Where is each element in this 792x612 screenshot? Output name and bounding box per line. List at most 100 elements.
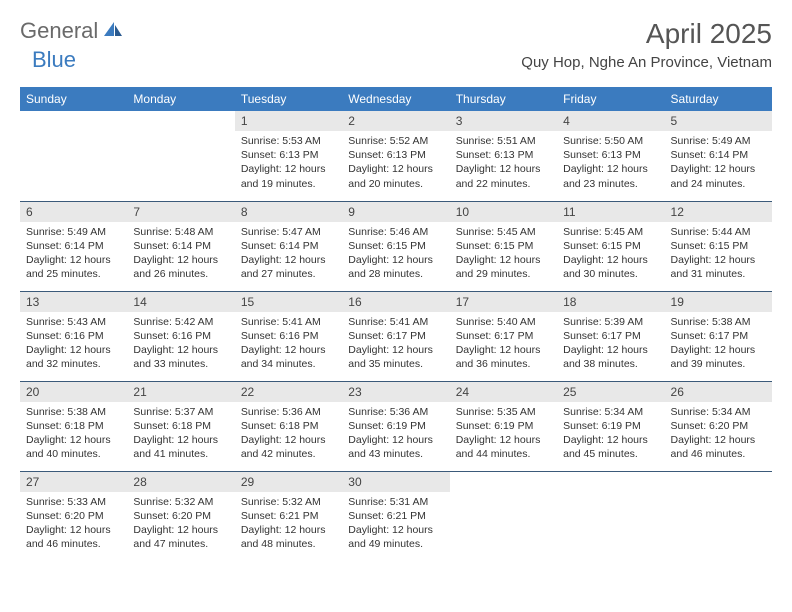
- daylight-text-1: Daylight: 12 hours: [348, 253, 443, 267]
- day-details: Sunrise: 5:34 AMSunset: 6:20 PMDaylight:…: [665, 402, 772, 468]
- daylight-text-1: Daylight: 12 hours: [671, 433, 766, 447]
- sunrise-text: Sunrise: 5:49 AM: [26, 225, 121, 239]
- sunset-text: Sunset: 6:15 PM: [456, 239, 551, 253]
- daylight-text-1: Daylight: 12 hours: [26, 253, 121, 267]
- day-details: Sunrise: 5:40 AMSunset: 6:17 PMDaylight:…: [450, 312, 557, 378]
- day-number: 19: [665, 292, 772, 312]
- daylight-text-1: Daylight: 12 hours: [563, 343, 658, 357]
- daylight-text-1: Daylight: 12 hours: [456, 162, 551, 176]
- sunrise-text: Sunrise: 5:33 AM: [26, 495, 121, 509]
- calendar-week-row: 27Sunrise: 5:33 AMSunset: 6:20 PMDayligh…: [20, 471, 772, 561]
- calendar-day-cell: 13Sunrise: 5:43 AMSunset: 6:16 PMDayligh…: [20, 291, 127, 381]
- calendar-day-cell: 4Sunrise: 5:50 AMSunset: 6:13 PMDaylight…: [557, 111, 664, 201]
- day-details: Sunrise: 5:52 AMSunset: 6:13 PMDaylight:…: [342, 131, 449, 197]
- logo: General: [20, 18, 126, 44]
- weekday-header: Saturday: [665, 87, 772, 111]
- day-details: Sunrise: 5:50 AMSunset: 6:13 PMDaylight:…: [557, 131, 664, 197]
- weekday-header: Sunday: [20, 87, 127, 111]
- day-details: Sunrise: 5:44 AMSunset: 6:15 PMDaylight:…: [665, 222, 772, 288]
- weekday-header: Friday: [557, 87, 664, 111]
- daylight-text-2: and 43 minutes.: [348, 447, 443, 461]
- day-number: 7: [127, 202, 234, 222]
- calendar-week-row: 20Sunrise: 5:38 AMSunset: 6:18 PMDayligh…: [20, 381, 772, 471]
- daylight-text-1: Daylight: 12 hours: [671, 253, 766, 267]
- calendar-week-row: 6Sunrise: 5:49 AMSunset: 6:14 PMDaylight…: [20, 201, 772, 291]
- sunrise-text: Sunrise: 5:32 AM: [241, 495, 336, 509]
- day-number: 10: [450, 202, 557, 222]
- logo-text-blue: Blue: [32, 47, 76, 73]
- sunrise-text: Sunrise: 5:38 AM: [26, 405, 121, 419]
- day-details: Sunrise: 5:47 AMSunset: 6:14 PMDaylight:…: [235, 222, 342, 288]
- calendar-day-cell: 24Sunrise: 5:35 AMSunset: 6:19 PMDayligh…: [450, 381, 557, 471]
- sunset-text: Sunset: 6:13 PM: [348, 148, 443, 162]
- sunrise-text: Sunrise: 5:39 AM: [563, 315, 658, 329]
- day-number: 4: [557, 111, 664, 131]
- sunrise-text: Sunrise: 5:49 AM: [671, 134, 766, 148]
- daylight-text-2: and 42 minutes.: [241, 447, 336, 461]
- day-number: 13: [20, 292, 127, 312]
- month-title: April 2025: [521, 18, 772, 50]
- sunrise-text: Sunrise: 5:31 AM: [348, 495, 443, 509]
- daylight-text-1: Daylight: 12 hours: [348, 523, 443, 537]
- day-number: 30: [342, 472, 449, 492]
- calendar-day-cell: 6 Sunrise: 5:49 AMSunset: 6:14 PMDaylight…: [20, 201, 127, 291]
- daylight-text-1: Daylight: 12 hours: [348, 343, 443, 357]
- sunrise-text: Sunrise: 5:52 AM: [348, 134, 443, 148]
- daylight-text-2: and 40 minutes.: [26, 447, 121, 461]
- sunrise-text: Sunrise: 5:41 AM: [241, 315, 336, 329]
- daylight-text-1: Daylight: 12 hours: [456, 253, 551, 267]
- daylight-text-2: and 38 minutes.: [563, 357, 658, 371]
- weekday-header: Wednesday: [342, 87, 449, 111]
- sunset-text: Sunset: 6:13 PM: [241, 148, 336, 162]
- sunset-text: Sunset: 6:18 PM: [133, 419, 228, 433]
- daylight-text-1: Daylight: 12 hours: [456, 433, 551, 447]
- calendar-day-cell: 14Sunrise: 5:42 AMSunset: 6:16 PMDayligh…: [127, 291, 234, 381]
- daylight-text-2: and 30 minutes.: [563, 267, 658, 281]
- daylight-text-1: Daylight: 12 hours: [563, 253, 658, 267]
- day-number: 18: [557, 292, 664, 312]
- calendar-day-cell: 18Sunrise: 5:39 AMSunset: 6:17 PMDayligh…: [557, 291, 664, 381]
- sunset-text: Sunset: 6:15 PM: [671, 239, 766, 253]
- day-number: 17: [450, 292, 557, 312]
- day-details: Sunrise: 5:39 AMSunset: 6:17 PMDaylight:…: [557, 312, 664, 378]
- daylight-text-2: and 34 minutes.: [241, 357, 336, 371]
- calendar-day-cell: 12Sunrise: 5:44 AMSunset: 6:15 PMDayligh…: [665, 201, 772, 291]
- sunset-text: Sunset: 6:19 PM: [563, 419, 658, 433]
- daylight-text-1: Daylight: 12 hours: [241, 343, 336, 357]
- sunrise-text: Sunrise: 5:45 AM: [563, 225, 658, 239]
- calendar-day-cell: 28Sunrise: 5:32 AMSunset: 6:20 PMDayligh…: [127, 471, 234, 561]
- daylight-text-2: and 32 minutes.: [26, 357, 121, 371]
- calendar-day-cell: 19Sunrise: 5:38 AMSunset: 6:17 PMDayligh…: [665, 291, 772, 381]
- sunset-text: Sunset: 6:14 PM: [26, 239, 121, 253]
- sunrise-text: Sunrise: 5:51 AM: [456, 134, 551, 148]
- day-details: Sunrise: 5:51 AMSunset: 6:13 PMDaylight:…: [450, 131, 557, 197]
- daylight-text-1: Daylight: 12 hours: [241, 253, 336, 267]
- day-details: Sunrise: 5:31 AMSunset: 6:21 PMDaylight:…: [342, 492, 449, 558]
- sunset-text: Sunset: 6:13 PM: [456, 148, 551, 162]
- daylight-text-1: Daylight: 12 hours: [671, 162, 766, 176]
- day-number: 11: [557, 202, 664, 222]
- day-number: 6: [20, 202, 127, 222]
- daylight-text-2: and 41 minutes.: [133, 447, 228, 461]
- sunset-text: Sunset: 6:16 PM: [241, 329, 336, 343]
- sunrise-text: Sunrise: 5:41 AM: [348, 315, 443, 329]
- calendar-week-row: ..1Sunrise: 5:53 AMSunset: 6:13 PMDaylig…: [20, 111, 772, 201]
- sunrise-text: Sunrise: 5:50 AM: [563, 134, 658, 148]
- calendar-day-cell: .: [557, 471, 664, 561]
- day-details: Sunrise: 5:33 AMSunset: 6:20 PMDaylight:…: [20, 492, 127, 558]
- daylight-text-2: and 47 minutes.: [133, 537, 228, 551]
- sunset-text: Sunset: 6:21 PM: [241, 509, 336, 523]
- sunrise-text: Sunrise: 5:46 AM: [348, 225, 443, 239]
- day-details: Sunrise: 5:43 AMSunset: 6:16 PMDaylight:…: [20, 312, 127, 378]
- sunset-text: Sunset: 6:17 PM: [671, 329, 766, 343]
- sunset-text: Sunset: 6:18 PM: [26, 419, 121, 433]
- daylight-text-2: and 36 minutes.: [456, 357, 551, 371]
- day-number: 25: [557, 382, 664, 402]
- day-number: 8: [235, 202, 342, 222]
- sunset-text: Sunset: 6:18 PM: [241, 419, 336, 433]
- daylight-text-1: Daylight: 12 hours: [563, 162, 658, 176]
- daylight-text-2: and 20 minutes.: [348, 177, 443, 191]
- calendar-day-cell: .: [665, 471, 772, 561]
- sunset-text: Sunset: 6:20 PM: [133, 509, 228, 523]
- calendar-day-cell: 22Sunrise: 5:36 AMSunset: 6:18 PMDayligh…: [235, 381, 342, 471]
